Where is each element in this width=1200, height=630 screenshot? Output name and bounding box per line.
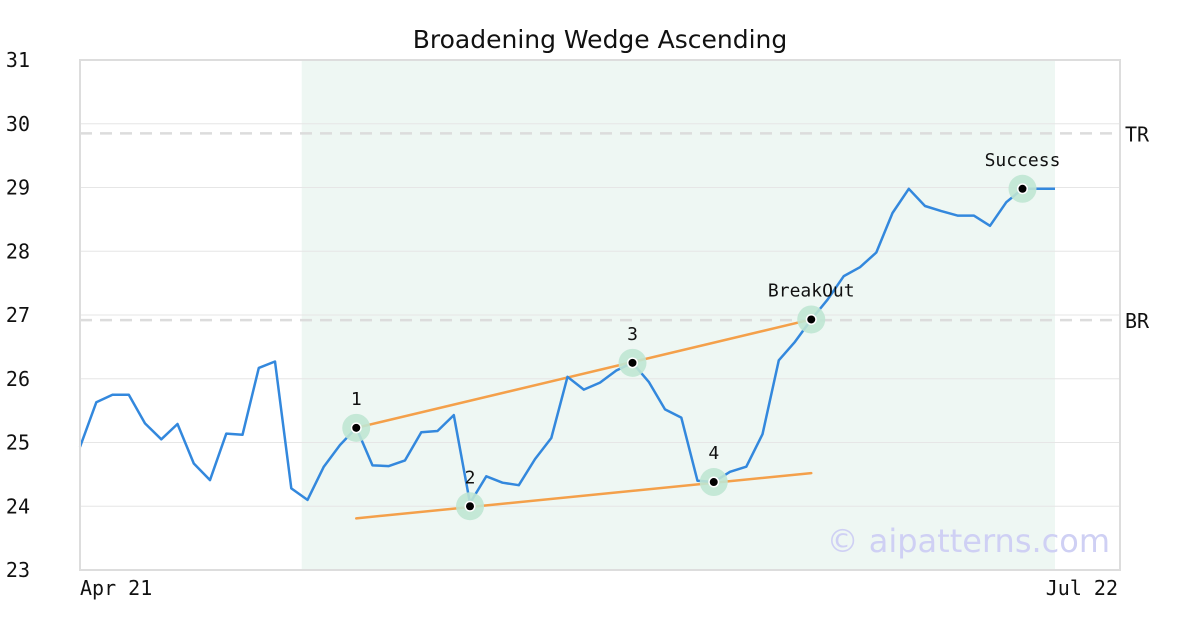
reference-label-br: BR bbox=[1125, 309, 1150, 333]
x-tick-label-start: Apr 21 bbox=[80, 576, 152, 600]
x-tick-label-end: Jul 22 bbox=[1046, 576, 1118, 600]
y-tick-label: 28 bbox=[6, 239, 30, 263]
plot-frame bbox=[79, 59, 1121, 571]
marker-dot-success bbox=[1018, 184, 1027, 193]
series-layer bbox=[78, 187, 1055, 505]
y-tick-label: 25 bbox=[6, 431, 30, 455]
y-tick-label: 31 bbox=[6, 48, 30, 72]
point-label-breakout: BreakOut bbox=[768, 280, 855, 301]
point-label-4: 4 bbox=[708, 443, 719, 464]
y-tick-label: 30 bbox=[6, 112, 30, 136]
marker-dot-4 bbox=[709, 478, 718, 487]
price-line bbox=[78, 187, 1055, 505]
y-tick-label: 23 bbox=[6, 558, 30, 582]
marker-dot-2 bbox=[466, 502, 474, 511]
point-label-1: 1 bbox=[351, 389, 362, 410]
y-tick-label: 24 bbox=[6, 494, 30, 518]
trend-lines bbox=[355, 318, 813, 520]
grid-layer bbox=[80, 123, 1120, 507]
marked-points: 1 2 3 4 BreakOut Success bbox=[342, 150, 1061, 521]
marker-dot-breakout bbox=[807, 315, 816, 324]
marker-dot-1 bbox=[352, 423, 361, 432]
trend-line-2 bbox=[355, 471, 813, 520]
point-label-3: 3 bbox=[627, 324, 638, 345]
point-label-success: Success bbox=[985, 150, 1061, 171]
y-tick-label: 26 bbox=[6, 367, 30, 391]
y-tick-label: 27 bbox=[6, 303, 30, 327]
reference-label-tr: TR bbox=[1125, 122, 1150, 146]
chart-title: Broadening Wedge Ascending bbox=[413, 25, 788, 54]
trend-line-1 bbox=[355, 318, 813, 430]
reference-lines: TR BR bbox=[80, 122, 1150, 333]
marker-dot-3 bbox=[628, 358, 637, 367]
point-label-2: 2 bbox=[465, 467, 476, 488]
y-tick-label: 29 bbox=[6, 176, 30, 200]
watermark: © aipatterns.com bbox=[827, 522, 1110, 560]
